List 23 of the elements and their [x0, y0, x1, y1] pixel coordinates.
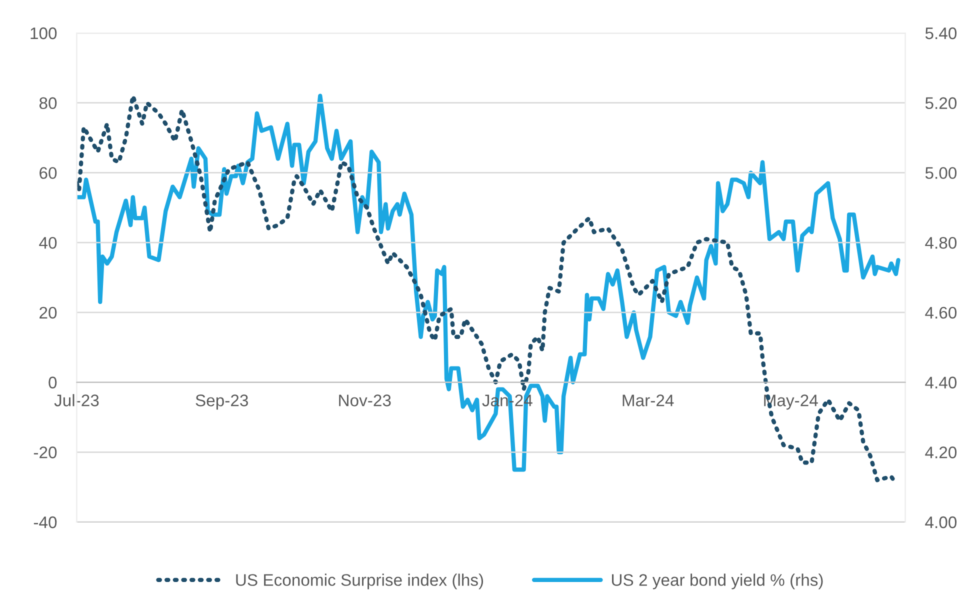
y2-tick-label: 5.00 [925, 167, 957, 179]
y2-tick-label: 5.20 [925, 97, 957, 110]
y2-tick-label: 4.80 [925, 236, 957, 249]
x-tick-label: Nov-23 [339, 394, 391, 406]
y-tick-label: 100 [30, 27, 57, 40]
x-tick-label: Mar-24 [622, 394, 674, 406]
y-tick-label: 0 [48, 376, 57, 388]
legend-label: US Economic Surprise index (lhs) [236, 574, 484, 590]
y-tick-label: 20 [40, 306, 57, 319]
x-tick-label: Sep-23 [196, 394, 248, 410]
x-tick-label: May-24 [764, 394, 818, 410]
y-tick-label: 60 [40, 167, 57, 179]
y-tick-label: -20 [34, 446, 57, 458]
y2-tick-label: 4.00 [925, 516, 957, 528]
y-tick-label: 80 [39, 97, 57, 110]
y-tick-label: -40 [34, 516, 57, 528]
legend-label: US 2 year bond yield % (rhs) [612, 574, 823, 590]
y2-tick-label: 4.40 [925, 376, 957, 388]
y2-tick-label: 4.60 [925, 306, 957, 319]
y2-tick-label: 5.40 [925, 27, 957, 40]
x-tick-label: Jul-23 [54, 394, 99, 406]
y2-tick-label: 4.20 [925, 446, 957, 458]
y-tick-label: 40 [39, 236, 57, 249]
